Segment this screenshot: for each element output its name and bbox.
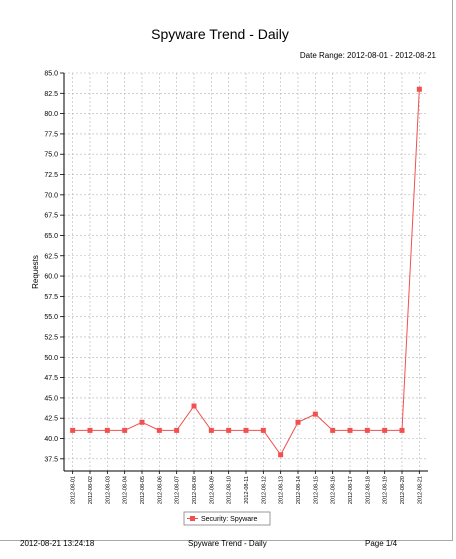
data-point	[382, 427, 388, 433]
data-point	[312, 411, 318, 417]
y-tick-label: 80.0	[44, 111, 58, 118]
x-tick-label: 2012-08-05	[140, 476, 146, 504]
y-tick-label: 42.5	[44, 416, 58, 423]
line-chart: 37.5 40.0 42.5 45.0 47.5 50.0 52.5 55.0 57.5 60.0…	[31, 71, 428, 526]
legend-marker	[190, 516, 195, 521]
legend-label: Security: Spyware	[201, 516, 258, 523]
data-point	[295, 419, 301, 425]
y-tick-label: 47.5	[44, 375, 58, 382]
footer-timestamp: 2012-08-21 13:24:18	[20, 539, 95, 548]
data-point	[243, 427, 249, 433]
data-point	[70, 427, 76, 433]
x-tick-label: 2012-08-06	[157, 476, 163, 504]
x-tick-label: 2012-08-08	[192, 476, 198, 504]
chart-legend: Security: Spyware	[183, 511, 271, 526]
y-axis-label: Requests	[31, 255, 40, 289]
x-tick-label: 2012-08-07	[175, 476, 181, 504]
x-tick-label: 2012-08-18	[365, 476, 371, 504]
x-tick-label: 2012-08-10	[227, 476, 233, 504]
y-tick-label: 72.5	[44, 172, 58, 179]
date-range-label: Date Range: 2012-08-01 - 2012-08-21	[299, 51, 436, 60]
x-tick-label: 2012-08-15	[313, 476, 319, 504]
y-tick-label: 52.5	[44, 334, 58, 341]
x-tick-label: 2012-08-09	[209, 476, 215, 504]
y-tick-label: 37.5	[44, 456, 58, 463]
data-point	[122, 427, 128, 433]
y-tick-label: 82.5	[44, 91, 58, 98]
y-tick-label: 57.5	[44, 294, 58, 301]
chart-title: Spyware Trend - Daily	[151, 26, 289, 42]
x-tick-label: 2012-08-21	[417, 476, 423, 504]
data-point	[174, 427, 180, 433]
data-point	[330, 427, 336, 433]
x-tick-label: 2012-08-20	[400, 476, 406, 504]
data-point	[278, 452, 284, 458]
y-tick-label: 70.0	[44, 192, 58, 199]
x-tick-label: 2012-08-19	[383, 476, 389, 504]
data-point	[416, 86, 422, 92]
y-tick-label: 50.0	[44, 355, 58, 362]
data-point	[139, 419, 145, 425]
data-point	[104, 427, 110, 433]
x-tick-label: 2012-08-17	[348, 476, 354, 504]
data-series	[70, 86, 422, 458]
x-tick-label: 2012-08-04	[123, 476, 129, 504]
data-point	[364, 427, 370, 433]
legend-box	[183, 511, 271, 526]
data-point	[260, 427, 266, 433]
data-point	[87, 427, 93, 433]
y-tick-label: 65.0	[44, 233, 58, 240]
x-tick-label: 2012-08-01	[71, 476, 77, 504]
chart-grid	[64, 72, 428, 471]
data-point	[347, 427, 353, 433]
y-tick-label: 67.5	[44, 213, 58, 220]
footer-report-name: Spyware Trend - Daily	[188, 539, 267, 548]
x-axis-ticks: 2012-08-01 2012-08-02 2012-08-03 2012-08-04…	[71, 471, 423, 504]
chart-axes	[63, 73, 428, 472]
x-tick-label: 2012-08-13	[279, 476, 285, 504]
footer-page-number: Page 1/4	[365, 539, 398, 548]
y-tick-label: 62.5	[44, 253, 58, 260]
data-point	[191, 403, 197, 409]
y-tick-label: 77.5	[44, 131, 58, 138]
data-point	[208, 427, 214, 433]
series-line	[72, 89, 420, 456]
page-edge-bottom	[0, 540, 453, 541]
data-point	[156, 427, 162, 433]
y-tick-label: 75.0	[44, 152, 58, 159]
y-tick-label: 45.0	[44, 395, 58, 402]
y-tick-label: 60.0	[44, 274, 58, 281]
x-tick-label: 2012-08-14	[296, 476, 302, 504]
x-tick-label: 2012-08-12	[261, 476, 267, 504]
x-tick-label: 2012-08-03	[105, 476, 111, 504]
data-point	[399, 427, 405, 433]
x-tick-label: 2012-08-11	[244, 476, 250, 504]
y-tick-label: 40.0	[44, 436, 58, 443]
y-axis-ticks: 37.5 40.0 42.5 45.0 47.5 50.0 52.5 55.0 57.5 60.0…	[44, 71, 64, 463]
y-tick-label: 85.0	[44, 71, 58, 78]
page-edge-right	[452, 0, 453, 540]
x-tick-label: 2012-08-02	[88, 476, 94, 504]
data-point	[226, 427, 232, 433]
x-tick-label: 2012-08-16	[331, 476, 337, 504]
y-tick-label: 55.0	[44, 314, 58, 321]
